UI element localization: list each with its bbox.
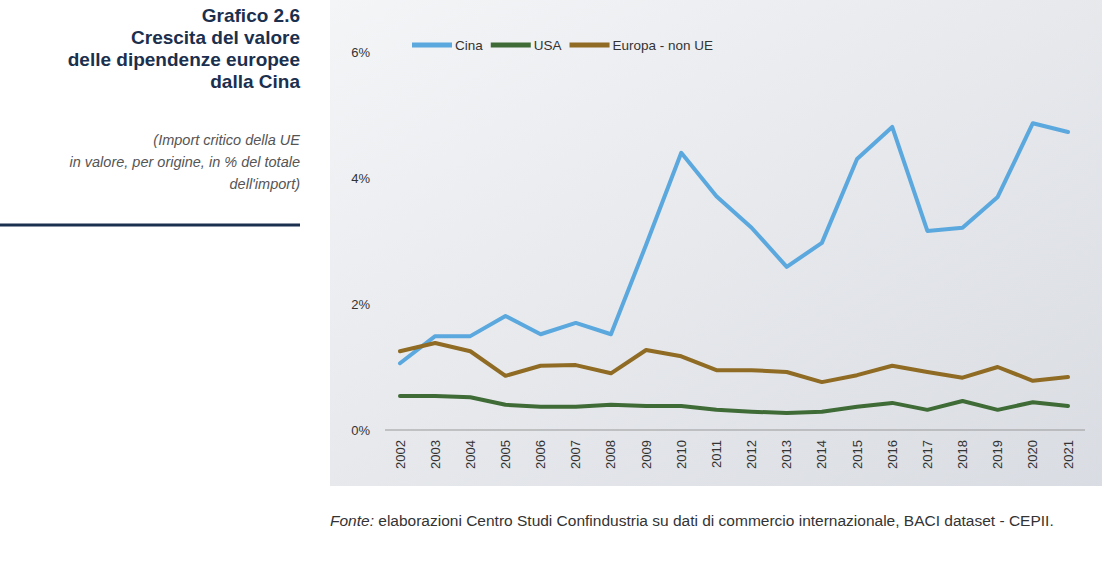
plot-background bbox=[330, 0, 1102, 486]
legend-label: Cina bbox=[455, 38, 483, 53]
x-tick-label: 2009 bbox=[639, 440, 654, 469]
x-axis-line bbox=[385, 430, 1085, 431]
chart-subtitle: dalla Cina bbox=[210, 71, 300, 92]
series-group bbox=[400, 123, 1068, 413]
x-tick-label: 2008 bbox=[603, 440, 618, 469]
legend-swatch bbox=[570, 43, 610, 48]
legend-label: USA bbox=[534, 38, 562, 53]
x-tick-label: 2018 bbox=[955, 440, 970, 469]
x-tick-label: 2002 bbox=[393, 440, 408, 469]
chart-note: dell'import) bbox=[230, 176, 300, 192]
x-tick-label: 2016 bbox=[885, 440, 900, 469]
x-tick-label: 2004 bbox=[463, 440, 478, 469]
source-text: elaborazioni Centro Studi Confindustria … bbox=[378, 512, 1053, 529]
x-tick-label: 2015 bbox=[850, 440, 865, 469]
chart-subtitle: Crescita del valore bbox=[131, 27, 300, 48]
x-tick-label: 2014 bbox=[814, 440, 829, 469]
legend-label: Europa - non UE bbox=[613, 38, 714, 53]
x-tick-label: 2020 bbox=[1025, 440, 1040, 469]
title-rule bbox=[0, 224, 300, 227]
legend-swatch bbox=[412, 43, 452, 48]
source-label: Fonte: bbox=[330, 512, 374, 529]
series-line bbox=[400, 396, 1068, 413]
x-tick-label: 2006 bbox=[533, 440, 548, 469]
y-tick-label: 2% bbox=[351, 297, 370, 312]
chart-note: in valore, per origine, in % del totale bbox=[69, 154, 300, 170]
x-tick-label: 2019 bbox=[990, 440, 1005, 469]
x-tick-label: 2021 bbox=[1061, 440, 1076, 469]
source-note: Fonte: elaborazioni Centro Studi Confind… bbox=[330, 510, 1102, 531]
x-tick-label: 2013 bbox=[779, 440, 794, 469]
x-tick-label: 2011 bbox=[709, 440, 724, 468]
y-tick-label: 0% bbox=[351, 423, 370, 438]
chart-title: Grafico 2.6 bbox=[202, 5, 300, 26]
x-tick-label: 2005 bbox=[498, 440, 513, 469]
chart-subtitle: delle dipendenze europee bbox=[68, 49, 300, 70]
x-tick-label: 2012 bbox=[744, 440, 759, 469]
chart-note: (Import critico della UE bbox=[153, 132, 300, 148]
y-tick-label: 4% bbox=[351, 171, 370, 186]
y-tick-label: 6% bbox=[351, 45, 370, 60]
x-tick-label: 2003 bbox=[428, 440, 443, 469]
legend-swatch bbox=[491, 43, 531, 48]
x-tick-label: 2010 bbox=[674, 440, 689, 469]
x-tick-label: 2017 bbox=[920, 440, 935, 469]
series-line bbox=[400, 123, 1068, 363]
series-line bbox=[400, 343, 1068, 382]
x-tick-label: 2007 bbox=[568, 440, 583, 469]
